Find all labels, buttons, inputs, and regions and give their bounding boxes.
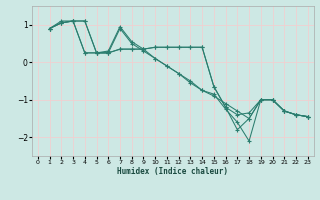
X-axis label: Humidex (Indice chaleur): Humidex (Indice chaleur) [117,167,228,176]
